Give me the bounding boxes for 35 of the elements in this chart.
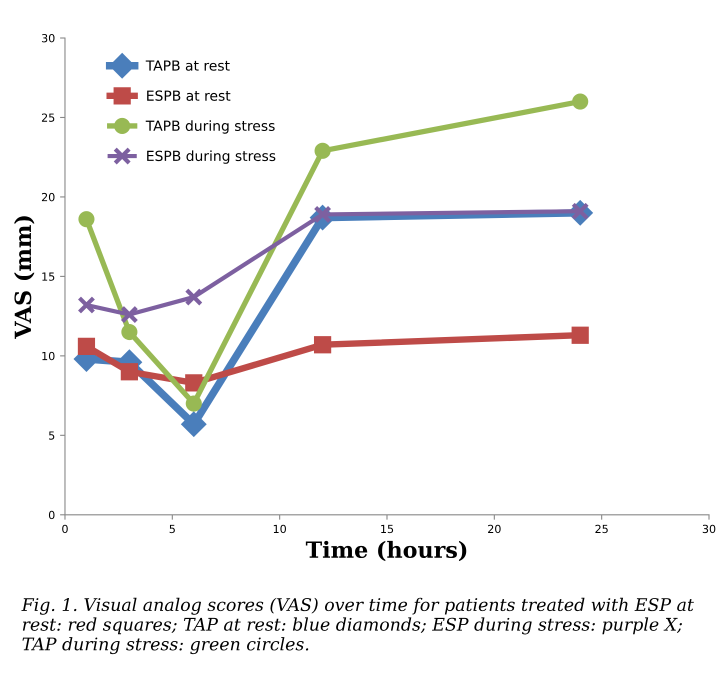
x-tick-label: 20: [488, 524, 501, 534]
point: [78, 211, 94, 228]
x-tick-label: 0: [62, 524, 68, 534]
point: [77, 296, 96, 314]
x-tick-label: 25: [595, 524, 608, 534]
y-tick-label: 20: [42, 192, 55, 202]
legend-label: TAPB during stress: [146, 120, 275, 134]
point: [181, 411, 207, 437]
point: [184, 288, 203, 306]
legend-label: TAPB at rest: [146, 60, 230, 71]
legend-label: ESPB during stress: [147, 150, 276, 164]
point: [78, 338, 96, 355]
point: [121, 324, 138, 340]
point: [314, 142, 331, 159]
x-tick-label: 10: [274, 524, 286, 534]
caption: Fig. 1. Visual analog scores (VAS) over time for patients treated with ESP at rest: red squares; TAP at rest: blue diamonds; ESP during stress: purple X; TAP during stress: green circles.: [21, 598, 694, 654]
y-axis-title: VAS (mm): [14, 216, 34, 339]
point: [185, 374, 202, 392]
x-tick-label: 15: [381, 524, 394, 534]
point: [120, 363, 138, 380]
y-tick-label: 5: [49, 431, 54, 440]
y-tick-label: 15: [42, 272, 54, 281]
point: [572, 326, 589, 344]
legend-label: ESPB at rest: [147, 90, 230, 101]
point: [572, 94, 588, 110]
point: [120, 306, 138, 324]
point: [186, 395, 202, 412]
y-tick-label: 0: [48, 510, 55, 520]
x-axis-title: Time (hours): [306, 540, 466, 562]
y-tick-label: 30: [42, 34, 55, 42]
x-tick-label: 30: [702, 524, 716, 534]
y-tick-label: 25: [42, 113, 54, 122]
y-tick-label: 10: [42, 352, 55, 360]
x-tick-label: 5: [170, 524, 175, 534]
point: [314, 336, 332, 354]
